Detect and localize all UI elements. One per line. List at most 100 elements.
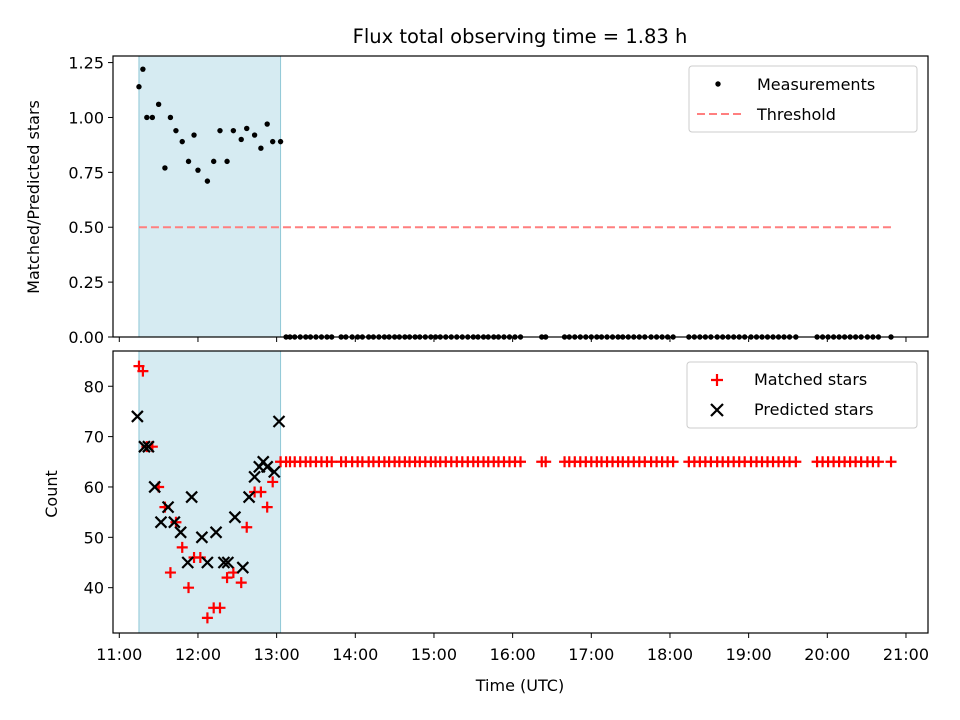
bottom-y-tick-label: 50 xyxy=(84,528,104,547)
top-y-axis-label: Matched/Predicted stars xyxy=(24,100,43,294)
measurement-point xyxy=(238,136,244,143)
measurement-point xyxy=(179,138,185,145)
measurement-point xyxy=(244,125,250,132)
chart-title: Flux total observing time = 1.83 h xyxy=(353,25,688,48)
matched-star-point xyxy=(241,521,253,533)
matched-star-point xyxy=(176,541,188,553)
matched-star-point xyxy=(267,476,279,488)
matched-star-point xyxy=(201,612,213,624)
measurement-point xyxy=(251,132,258,138)
measurement-point xyxy=(277,138,284,145)
matched-star-point xyxy=(667,456,679,468)
predicted-star-point xyxy=(174,526,187,539)
predicted-star-point xyxy=(228,510,242,524)
bottom-x-tick-label: 15:00 xyxy=(411,645,457,664)
measurement-point xyxy=(136,84,142,90)
bottom-axes-frame xyxy=(112,350,929,634)
matched-star-point xyxy=(214,602,226,614)
matched-star-point xyxy=(540,456,552,468)
predicted-star-point xyxy=(242,490,256,504)
predicted-star-point xyxy=(209,526,223,539)
matched-star-point xyxy=(872,456,884,468)
top-panel: 0.00 0.25 0.50 0.75 1.00 1.25 xyxy=(68,54,929,347)
measurement-point xyxy=(149,114,156,121)
matched-star-point xyxy=(326,456,338,468)
bottom-y-tick-label: 70 xyxy=(84,428,104,447)
top-y-tick-label: 0.25 xyxy=(68,273,104,292)
predicted-star-point xyxy=(181,556,195,569)
matched-star-point xyxy=(170,516,182,528)
bottom-y-tick-label: 40 xyxy=(84,579,104,598)
bottom-x-tick-label: 13:00 xyxy=(254,645,300,664)
bottom-x-tick-label: 17:00 xyxy=(568,645,614,664)
matched-star-point xyxy=(790,456,802,468)
predicted-star-point xyxy=(168,515,181,529)
bottom-y-tick-label: 60 xyxy=(84,478,104,497)
measurement-point xyxy=(195,167,201,173)
measurement-point xyxy=(269,138,276,145)
bottom-x-tick-label: 19:00 xyxy=(726,645,772,664)
bottom-x-tick-label: 18:00 xyxy=(647,645,693,664)
measurement-point xyxy=(155,101,162,107)
predicted-star-point xyxy=(267,465,281,479)
matched-star-point xyxy=(235,577,247,589)
legend-matched-label: Matched stars xyxy=(754,370,867,389)
bottom-x-tick-label: 20:00 xyxy=(804,645,850,664)
predicted-star-point xyxy=(272,415,286,428)
top-y-tick-label: 1.00 xyxy=(68,108,104,127)
bottom-x-tick-label: 11:00 xyxy=(96,645,142,664)
predicted-star-point xyxy=(154,515,168,529)
predicted-star-point xyxy=(248,470,261,484)
top-y-tick-label: 1.25 xyxy=(68,54,104,73)
legend-predicted-marker xyxy=(710,403,724,417)
top-y-tick-label: 0.50 xyxy=(68,218,104,237)
measurement-point xyxy=(217,127,223,134)
measurement-point xyxy=(185,158,192,165)
measurement-point xyxy=(258,145,264,151)
bottom-legend: Matched stars Predicted stars xyxy=(686,361,918,429)
top-shaded-span xyxy=(138,55,282,338)
bottom-y-axis-label: Count xyxy=(42,470,61,518)
predicted-star-point xyxy=(161,500,175,514)
top-y-tick-label: 0.75 xyxy=(68,163,104,182)
measurement-point xyxy=(210,158,217,165)
predicted-star-point xyxy=(185,490,198,504)
matched-star-point xyxy=(885,456,897,468)
predicted-star-point xyxy=(195,531,209,544)
measurement-point xyxy=(162,165,168,171)
measurement-point xyxy=(264,121,270,127)
predicted-star-point xyxy=(148,480,161,494)
legend-matched-marker xyxy=(711,374,723,386)
matched-star-point xyxy=(515,456,526,468)
matched-star-point xyxy=(194,551,206,563)
measurement-point xyxy=(224,158,230,165)
matched-star-point xyxy=(183,582,195,594)
top-axes-frame xyxy=(112,55,929,338)
bottom-x-tick-label: 16:00 xyxy=(490,645,536,664)
top-legend: Measurements Threshold xyxy=(688,65,918,133)
predicted-star-point xyxy=(131,410,144,423)
measurement-point xyxy=(204,178,211,184)
measurement-point xyxy=(140,66,146,72)
predicted-star-point xyxy=(260,460,274,474)
bottom-x-tick-label: 12:00 xyxy=(175,645,221,664)
legend-measurements-marker xyxy=(715,81,721,87)
top-legend-box xyxy=(688,65,918,133)
bottom-x-tick-label: 14:00 xyxy=(332,645,378,664)
predicted-star-point xyxy=(217,556,231,569)
measurement-point xyxy=(173,127,179,134)
legend-threshold-label: Threshold xyxy=(756,105,836,124)
bottom-legend-box xyxy=(686,361,918,429)
predicted-star-point xyxy=(201,556,214,569)
matched-star-point xyxy=(164,567,176,579)
legend-predicted-label: Predicted stars xyxy=(754,400,874,419)
bottom-y-tick-label: 80 xyxy=(84,377,104,396)
matched-star-point xyxy=(137,365,149,377)
matched-star-point xyxy=(221,572,233,584)
x-axis-label: Time (UTC) xyxy=(475,676,564,695)
matched-star-point xyxy=(261,501,273,513)
predicted-star-point xyxy=(142,440,155,453)
predicted-star-point xyxy=(138,440,151,453)
matched-star-point xyxy=(255,486,267,498)
